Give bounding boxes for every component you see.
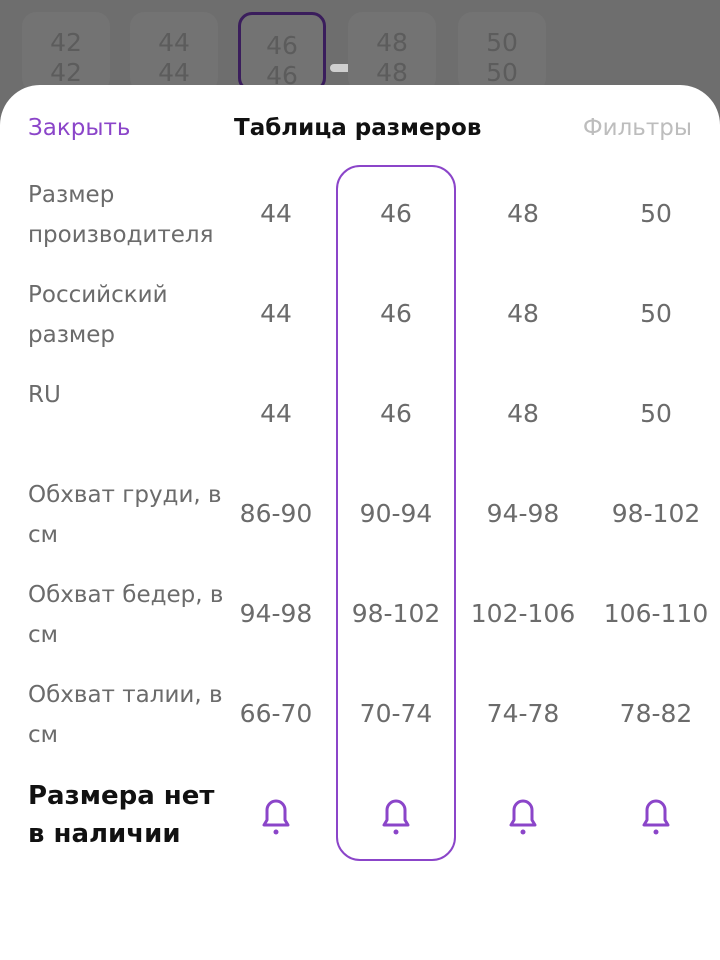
size-value: 50 [640, 299, 672, 328]
size-value: 102-106 [470, 599, 576, 628]
size-value: 94-98 [486, 499, 560, 528]
row-label: Обхват талии, в см [28, 682, 223, 748]
size-chip[interactable]: 50 50 [458, 12, 546, 92]
size-value: 46 [380, 399, 412, 428]
size-value: 46 [380, 199, 412, 228]
size-value: 74-78 [486, 699, 560, 728]
chip-size-sub: 50 [486, 58, 518, 87]
size-value: 78-82 [619, 699, 693, 728]
size-value: 44 [260, 399, 292, 428]
size-value: 86-90 [239, 499, 313, 528]
chip-size-sub: 48 [376, 58, 408, 87]
not-available-label: Размера нет в наличии [28, 781, 215, 849]
size-chip[interactable]: 44 44 [130, 12, 218, 92]
size-value: 98-102 [351, 599, 441, 628]
row-label: Российский размер [28, 282, 168, 348]
row-label: RU [28, 382, 61, 408]
size-chip[interactable]: 46 46 [238, 12, 326, 92]
chip-size: 48 [376, 28, 408, 57]
size-value: 44 [260, 299, 292, 328]
size-chip[interactable]: 48 48 [348, 12, 436, 92]
row-label: Обхват бедер, в см [28, 582, 224, 648]
chip-size: 46 [266, 31, 298, 60]
size-value: 48 [507, 299, 539, 328]
chip-size-sub: 42 [50, 58, 82, 87]
filters-button[interactable]: Фильтры [582, 115, 692, 141]
close-button[interactable]: Закрыть [28, 115, 131, 141]
size-value: 48 [507, 399, 539, 428]
size-value: 66-70 [239, 699, 313, 728]
notify-bell[interactable] [376, 793, 416, 837]
size-value: 94-98 [239, 599, 313, 628]
row-label: Размер производителя [28, 182, 214, 248]
selected-column [336, 165, 456, 861]
size-value: 44 [260, 199, 292, 228]
size-sheet: Закрыть Таблица размеров Фильтры Размера… [0, 85, 720, 960]
size-value: 70-74 [359, 699, 433, 728]
size-chip[interactable]: 42 42 [22, 12, 110, 92]
chip-size-sub: 46 [266, 61, 298, 90]
notify-bell[interactable] [256, 793, 296, 837]
row-label: Обхват груди, в см [28, 482, 222, 548]
size-value: 50 [640, 399, 672, 428]
size-value: 46 [380, 299, 412, 328]
chip-size-sub: 44 [158, 58, 190, 87]
size-value: 48 [507, 199, 539, 228]
chip-size: 50 [486, 28, 518, 57]
size-value: 98-102 [611, 499, 701, 528]
size-value: 50 [640, 199, 672, 228]
size-value: 90-94 [359, 499, 433, 528]
notify-bell[interactable] [636, 793, 676, 837]
size-value: 106-110 [603, 599, 709, 628]
chip-size: 42 [50, 28, 82, 57]
chip-size: 44 [158, 28, 190, 57]
notify-bell[interactable] [503, 793, 543, 837]
sheet-title: Таблица размеров [234, 115, 482, 141]
